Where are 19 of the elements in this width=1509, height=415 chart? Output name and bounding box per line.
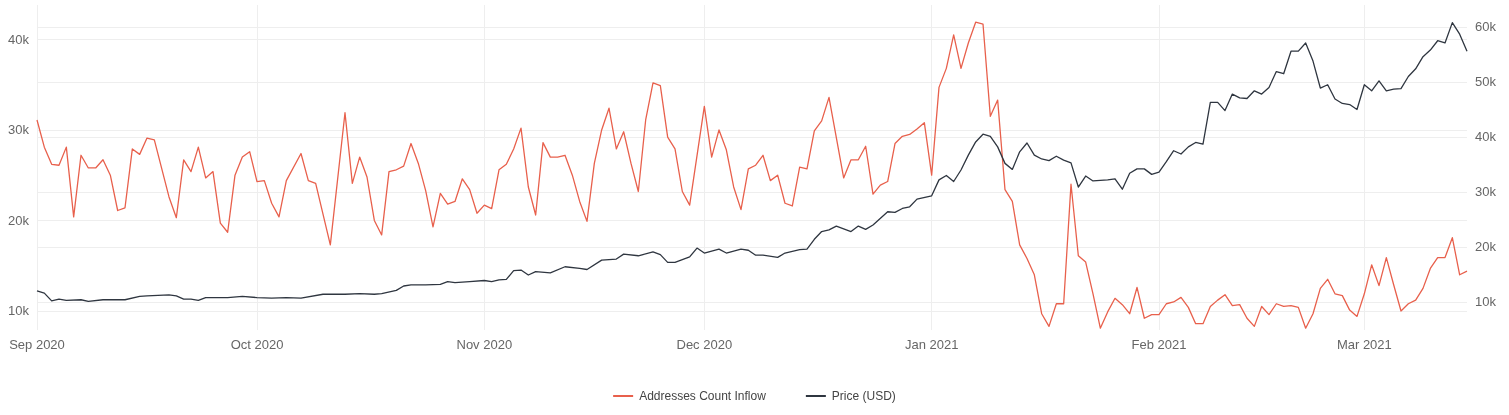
y2-tick-label: 60k — [1475, 19, 1497, 35]
x-tick-label: Dec 2020 — [676, 337, 733, 352]
x-tick-label: Oct 2020 — [230, 337, 284, 352]
y2-tick-label: 10k — [1475, 294, 1497, 310]
x-tick-label: Mar 2021 — [1336, 337, 1392, 352]
x-tick-label: Feb 2021 — [1131, 337, 1187, 352]
x-tick-label: Jan 2021 — [904, 337, 959, 352]
legend-label: Addresses Count Inflow — [639, 389, 767, 403]
x-tick-label: Nov 2020 — [456, 337, 513, 352]
y-tick-label: 10k — [8, 303, 30, 319]
y2-tick-label: 50k — [1475, 74, 1497, 90]
y-tick-label: 40k — [8, 31, 30, 47]
y2-tick-label: 40k — [1475, 129, 1497, 145]
y-tick-label: 20k — [8, 212, 30, 228]
x-tick-label: Sep 2020 — [9, 337, 65, 352]
legend-label: Price (USD) — [831, 389, 896, 403]
y-tick-label: 30k — [8, 122, 30, 138]
y2-tick-label: 20k — [1475, 239, 1497, 255]
y2-tick-label: 30k — [1475, 184, 1497, 200]
